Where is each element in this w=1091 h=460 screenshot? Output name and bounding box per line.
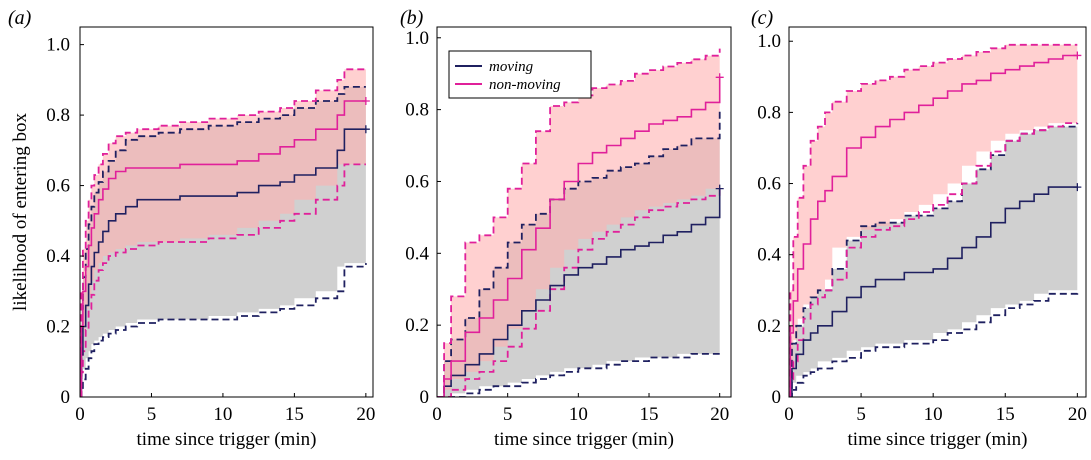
legend-box [448, 50, 592, 99]
moving-lower-ci-line [437, 353, 720, 397]
non-moving-ci-band [437, 48, 720, 397]
plot-area-c [789, 43, 1082, 397]
plot-frame-b [436, 26, 732, 398]
moving-censor-marker [1073, 183, 1082, 192]
x-tick-label: 0 [75, 404, 85, 425]
x-tick-label: 5 [147, 404, 157, 425]
y-tick-label: 1.0 [757, 31, 781, 52]
x-tick-label: 10 [569, 404, 588, 425]
non-moving-upper-ci-line [437, 48, 721, 397]
x-axis-label: time since trigger (min) [494, 429, 674, 450]
x-tick-label: 0 [784, 404, 794, 425]
y-tick-label: 0.4 [405, 243, 429, 264]
x-tick-label: 15 [640, 404, 659, 425]
panel-label-a: (a) [8, 7, 32, 29]
panel-label-b: (b) [400, 7, 424, 29]
plot-area-b [437, 48, 724, 397]
y-tick-label: 0.8 [405, 100, 429, 121]
moving-legend-label: moving [489, 59, 534, 75]
x-tick-label: 5 [503, 404, 513, 425]
x-tick-label: 20 [710, 404, 729, 425]
y-tick-label: 0 [420, 387, 430, 408]
non-moving-curve [789, 54, 1078, 397]
y-tick-label: 1.0 [46, 35, 70, 56]
y-tick-label: 0.8 [46, 105, 70, 126]
legend: moving non-moving [448, 50, 592, 99]
y-tick-label: 1.0 [405, 28, 429, 49]
panel-a: 0 0.2 0.4 0.6 0.8 1.0 0 5 10 15 20 time since trigg… [8, 7, 375, 450]
y-tick-label: 0.8 [757, 102, 781, 123]
x-tick-label: 20 [1068, 404, 1087, 425]
non-moving-lower-ci-line [789, 122, 1078, 397]
non-moving-censor-marker [1073, 51, 1082, 60]
non-moving-upper-ci-line [789, 43, 1078, 397]
x-axis-label: time since trigger (min) [137, 429, 317, 450]
y-tick-label: 0.6 [405, 171, 429, 192]
moving-curve [789, 186, 1078, 397]
moving-ci-band [789, 123, 1078, 397]
moving-lower-ci-line [80, 263, 367, 397]
non-moving-upper-ci-line [80, 68, 366, 397]
non-moving-curve [80, 100, 366, 397]
panel-c: 0 0.2 0.4 0.6 0.8 1.0 0 5 10 15 20 time since trigg… [751, 7, 1087, 450]
moving-upper-ci-line [80, 86, 366, 397]
x-tick-label: 20 [356, 404, 375, 425]
panel-b: 0 0.2 0.4 0.6 0.8 1.0 0 5 10 15 20 time since trigg… [400, 7, 732, 450]
x-tick-label: 0 [432, 404, 442, 425]
non-moving-censor-marker [361, 97, 370, 105]
plot-frame-c [788, 26, 1087, 398]
moving-curve [80, 128, 366, 397]
non-moving-curve [437, 77, 721, 397]
x-tick-label: 10 [213, 404, 232, 425]
non-moving-legend-label: non-moving [489, 77, 561, 93]
moving-censor-marker [715, 184, 724, 193]
non-moving-ci-band [80, 69, 366, 397]
y-tick-label: 0.4 [757, 245, 781, 266]
plot-frame-a [79, 26, 374, 398]
x-axis-label: time since trigger (min) [848, 429, 1028, 450]
x-tick-label: 15 [996, 404, 1015, 425]
moving-censor-marker [361, 125, 370, 134]
non-moving-lower-ci-line [437, 188, 721, 397]
y-tick-label: 0.2 [757, 316, 781, 337]
moving-upper-ci-line [437, 109, 721, 397]
y-tick-label: 0.4 [46, 246, 70, 267]
x-tick-label: 5 [856, 404, 866, 425]
y-tick-label: 0 [61, 387, 71, 408]
non-moving-lower-ci-line [80, 163, 366, 397]
y-axis-label: likelihood of entering box [10, 113, 31, 311]
y-tick-label: 0.2 [46, 317, 70, 338]
x-tick-label: 10 [924, 404, 943, 425]
y-tick-label: 0.6 [46, 176, 70, 197]
panel-label-c: (c) [751, 7, 774, 29]
y-tick-label: 0.6 [757, 174, 781, 195]
y-tick-label: 0 [772, 387, 782, 408]
y-tick-label: 0.2 [405, 315, 429, 336]
moving-curve [437, 188, 721, 397]
non-moving-censor-marker [715, 73, 724, 82]
moving-lower-ci-line [789, 290, 1079, 397]
plot-area-a [80, 68, 370, 397]
non-moving-ci-band [789, 44, 1078, 397]
x-tick-label: 15 [285, 404, 304, 425]
